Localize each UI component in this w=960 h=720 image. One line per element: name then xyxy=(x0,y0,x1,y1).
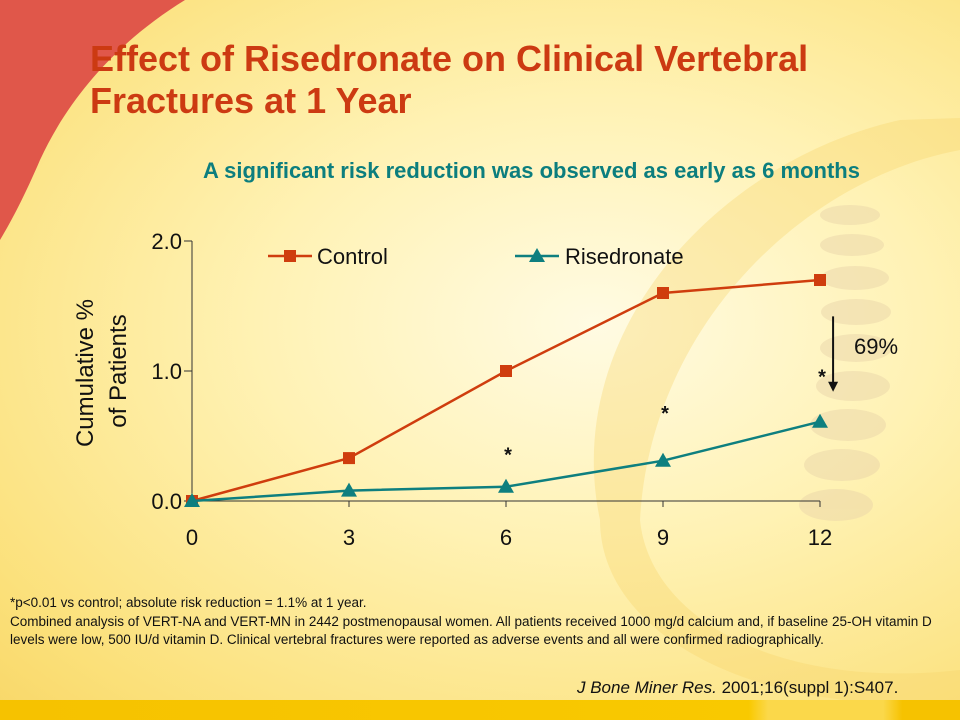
reduction-arrowhead xyxy=(828,381,839,392)
legend-marker xyxy=(529,248,545,262)
significance-asterisk: * xyxy=(661,403,669,425)
y-axis-label: of Patients xyxy=(105,314,132,427)
y-axis-label: Cumulative % xyxy=(72,299,99,447)
data-point-control xyxy=(500,365,512,377)
data-point-control xyxy=(343,452,355,465)
slide-title: Effect of Risedronate on Clinical Verteb… xyxy=(90,38,809,121)
x-tick-label: 0 xyxy=(186,525,198,550)
legend-label: Control xyxy=(317,244,388,269)
reduction-label: 69% xyxy=(854,334,898,359)
data-point-risedronate xyxy=(184,493,200,507)
citation-details: 2001;16(suppl 1):S407. xyxy=(721,678,899,697)
citation: J Bone Miner Res. 2001;16(suppl 1):S407. xyxy=(577,678,898,698)
data-point-control xyxy=(814,274,826,286)
data-point-risedronate xyxy=(341,482,357,497)
series-line-control xyxy=(191,278,821,503)
footnote-line: levels were low, 500 IU/d vitamin D. Cli… xyxy=(10,632,824,647)
spine-decoration xyxy=(799,205,892,521)
data-point-risedronate xyxy=(498,478,514,493)
x-tick-label: 12 xyxy=(808,525,832,550)
legend-marker xyxy=(284,250,296,262)
footnotes: *p<0.01 vs control; absolute risk reduct… xyxy=(10,594,960,650)
ring-decoration-lower xyxy=(600,520,960,704)
x-tick-label: 9 xyxy=(657,525,669,550)
footnote-line: Combined analysis of VERT-NA and VERT-MN… xyxy=(10,613,932,629)
x-tick-label: 3 xyxy=(343,525,355,550)
significance-asterisk: * xyxy=(818,367,826,389)
chart-subtitle: A significant risk reduction was observe… xyxy=(203,158,860,183)
ring-decoration xyxy=(593,118,960,520)
legend-label: Risedronate xyxy=(565,244,684,269)
data-point-risedronate xyxy=(655,452,671,467)
y-tick-label: 0.0 xyxy=(151,489,182,514)
data-point-risedronate xyxy=(812,413,828,428)
data-point-control xyxy=(657,287,669,299)
y-tick-label: 1.0 xyxy=(151,359,182,384)
x-tick-label: 6 xyxy=(500,525,512,550)
y-tick-label: 2.0 xyxy=(151,229,182,254)
corner-swoosh xyxy=(0,0,185,240)
significance-asterisk: * xyxy=(504,445,512,467)
footnote-line: *p<0.01 vs control; absolute risk reduct… xyxy=(10,595,367,610)
citation-journal: J Bone Miner Res. xyxy=(577,678,717,697)
bottom-bar xyxy=(0,700,960,720)
